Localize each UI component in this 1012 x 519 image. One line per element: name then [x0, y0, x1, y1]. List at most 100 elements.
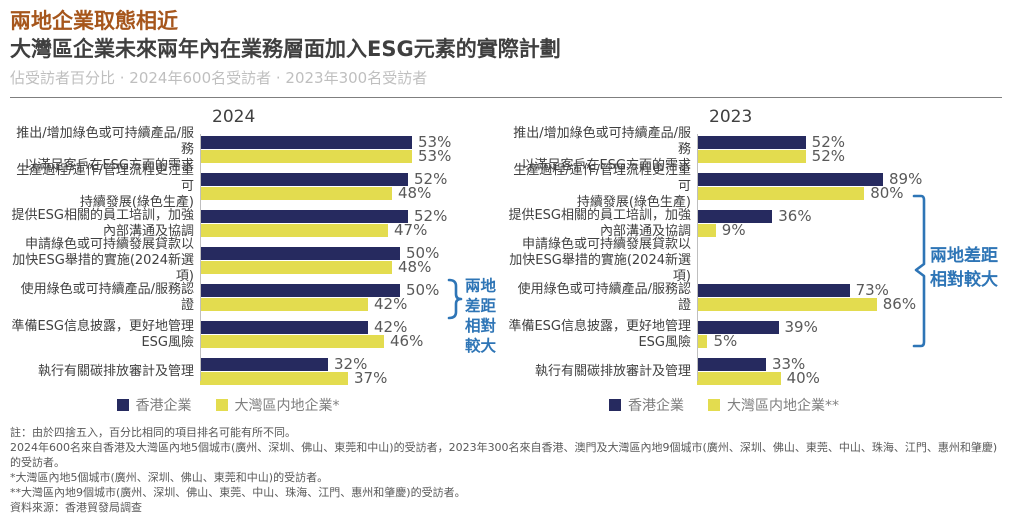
category-label: 準備ESG信息披露，更好地管理 ESG風險	[10, 319, 200, 351]
category-label-line: 準備ESG信息披露，更好地管理	[11, 318, 194, 334]
value-label: 52%	[811, 133, 846, 151]
value-label: 47%	[394, 221, 428, 239]
bar-track: 50%	[200, 283, 506, 298]
category-label-line: 準備ESG信息披露，更好地管理	[508, 318, 691, 334]
gap-annotation-2023: 兩地差距 相對較大	[930, 244, 998, 292]
chart-row: 準備ESG信息披露，更好地管理 ESG風險 42% 46%	[10, 318, 506, 351]
category-label-line: 以滿足客戶在ESG方面的需求	[521, 157, 691, 173]
footnote-double-asterisk: **大灣區內地9個城市(廣州、深圳、佛山、東莞、中山、珠海、江門、惠州和肇慶)的…	[10, 486, 466, 499]
headline: 兩地企業取態相近	[10, 9, 178, 33]
category-label-line: 提供ESG相關的員工培訓，加強	[11, 207, 194, 223]
bar-track: 52%	[200, 172, 506, 187]
chart-2023: 2023 推出/增加綠色或可持續產品/服務 以滿足客戶在ESG方面的需求 52% 52…	[506, 104, 1002, 415]
bar-gba-mainland	[200, 224, 388, 237]
value-label: 52%	[811, 147, 846, 165]
category-label-line: 使用綠色或可持續產品/服務認證	[20, 281, 194, 313]
category-label: 申請綠色或可持續發展貸款以 加快ESG舉措的實施(2024新選項)	[10, 237, 200, 285]
chart-2023-title: 2023	[506, 104, 1002, 132]
chart-row: 提供ESG相關的員工培訓，加強 內部溝通及協調 52% 47%	[10, 207, 506, 239]
value-label: 36%	[778, 207, 812, 225]
value-label: 42%	[374, 318, 408, 336]
chart-row: 執行有關碳排放審計及管理 33% 40%	[506, 355, 1002, 387]
bar-track: 37%	[200, 369, 506, 387]
bar-gba-mainland	[697, 187, 865, 200]
bar-pair: 33% 40%	[697, 355, 1002, 387]
legend-swatch-gba	[215, 399, 228, 411]
category-label-line: 加快ESG舉措的實施(2024新選項)	[12, 252, 194, 284]
bar-track: 48%	[200, 184, 506, 202]
bar-track: 50%	[200, 244, 506, 262]
category-label: 推出/增加綠色或可持續產品/服務 以滿足客戶在ESG方面的需求	[506, 126, 697, 174]
category-label-line: ESG風險	[638, 334, 691, 350]
chart-row: 申請綠色或可持續發展貸款以 加快ESG舉措的實施(2024新選項)	[506, 237, 1002, 284]
category-label: 提供ESG相關的員工培訓，加強 內部溝通及協調	[506, 208, 697, 240]
legend-label: 香港企業	[135, 398, 192, 414]
category-label-line: 持續發展(綠色生產)	[79, 194, 194, 210]
category-label: 生產過程/運作/管理流程更注重可 持續發展(綠色生產)	[506, 163, 697, 211]
bar-pair: 50% 48%	[200, 244, 506, 276]
bar-track: 89%	[697, 172, 1002, 187]
chart-row: 生產過程/運作/管理流程更注重可 持續發展(綠色生產) 52% 48%	[10, 163, 506, 210]
chart-2024-title: 2024	[10, 104, 506, 132]
bar-gba-mainland	[697, 224, 716, 237]
bar-gba-mainland	[697, 150, 806, 163]
value-label: 33%	[771, 355, 806, 373]
bar-gba-mainland	[200, 372, 348, 385]
value-label: 86%	[882, 295, 917, 313]
annotation-line: 相對較大	[465, 317, 497, 355]
bracket-icon	[912, 194, 926, 348]
bar-track: 52%	[200, 209, 506, 224]
bar-pair: 42% 46%	[200, 318, 506, 349]
chart-row: 使用綠色或可持續產品/服務認證 73% 86%	[506, 281, 1002, 313]
bar-track: 32%	[200, 355, 506, 373]
value-label: 32%	[334, 355, 368, 373]
category-label-line: 加快ESG舉措的實施(2024新選項)	[509, 252, 691, 284]
bar-gba-mainland	[697, 372, 781, 385]
category-label: 準備ESG信息披露，更好地管理 ESG風險	[506, 319, 697, 351]
category-label: 執行有關碳排放審計及管理	[10, 364, 200, 380]
value-label: 40%	[786, 369, 820, 387]
value-label: 48%	[398, 184, 432, 202]
bar-track: 48%	[200, 258, 506, 276]
axis-line	[200, 134, 201, 381]
bar-pair: 53% 53%	[200, 133, 506, 164]
bar-track: 52%	[697, 147, 1002, 165]
value-label: 37%	[354, 369, 388, 387]
bar-hongkong	[697, 173, 883, 186]
chart-row: 執行有關碳排放審計及管理 32% 37%	[10, 355, 506, 387]
value-label: 5%	[713, 332, 738, 350]
chart-row: 使用綠色或可持續產品/服務認證 50% 42%	[10, 282, 506, 314]
bar-track: 39%	[697, 320, 1002, 335]
value-label: 53%	[418, 133, 452, 151]
chart-title-text: 2024	[212, 107, 256, 127]
footnotes: 註：由於四捨五入，百分比相同的項目排名可能有所不同。 2024年600名來自香港…	[10, 425, 1002, 515]
brace-icon	[447, 278, 463, 320]
legend-label: 大灣區内地企業**	[727, 398, 839, 414]
chart-row: 推出/增加綠色或可持續產品/服務 以滿足客戶在ESG方面的需求 53% 53%	[10, 126, 506, 173]
bar-track: 80%	[697, 186, 1002, 201]
category-label: 推出/增加綠色或可持續產品/服務 以滿足客戶在ESG方面的需求	[10, 126, 200, 174]
category-label-line: 申請綠色或可持續發展貸款以	[24, 236, 194, 252]
bar-gba-mainland	[200, 335, 384, 348]
category-label-line: 以滿足客戶在ESG方面的需求	[24, 157, 194, 173]
value-label: 42%	[374, 295, 408, 313]
category-label-line: 內部溝通及協調	[102, 223, 194, 239]
legend-swatch-hongkong	[609, 399, 621, 411]
bar-gba-mainland	[697, 298, 877, 311]
bar-track: 42%	[200, 295, 506, 313]
value-label: 50%	[406, 244, 440, 262]
chart-2024-legend: 香港企業 大灣區内地企業*	[0, 395, 476, 415]
bar-hongkong	[200, 247, 400, 260]
bar-track: 53%	[200, 133, 506, 151]
bar-hongkong	[697, 210, 773, 223]
chart-2024: 2024 推出/增加綠色或可持續產品/服務 以滿足客戶在ESG方面的需求 53% 53…	[10, 104, 506, 415]
chart-2023-legend: 香港企業 大灣區内地企業**	[476, 395, 972, 415]
value-label: 48%	[398, 258, 432, 276]
chart-row: 生產過程/運作/管理流程更注重可 持續發展(綠色生產) 89% 80%	[506, 163, 1002, 210]
bar-pair: 39% 5%	[697, 320, 1002, 350]
chart-row: 提供ESG相關的員工培訓，加強 內部溝通及協調 36% 9%	[506, 207, 1002, 240]
annotation-line: 相對較大	[930, 270, 998, 290]
category-label-line: 使用綠色或可持續產品/服務認證	[517, 281, 691, 313]
bar-gba-mainland	[200, 187, 392, 200]
category-label: 使用綠色或可持續產品/服務認證	[10, 282, 200, 314]
